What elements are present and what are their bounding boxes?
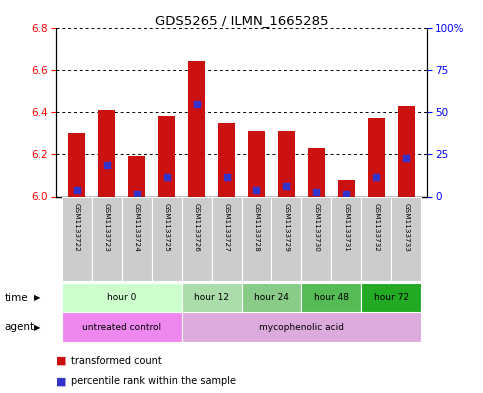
Text: hour 72: hour 72 — [374, 293, 409, 302]
Bar — [98, 110, 115, 196]
Text: percentile rank within the sample: percentile rank within the sample — [71, 376, 237, 386]
Point — [253, 187, 260, 193]
Bar — [182, 312, 422, 342]
Text: GSM1133733: GSM1133733 — [403, 203, 410, 252]
Text: GSM1133727: GSM1133727 — [224, 203, 229, 252]
Bar — [271, 196, 301, 281]
Text: mycophenolic acid: mycophenolic acid — [259, 323, 344, 332]
Bar — [182, 283, 242, 312]
Point — [133, 191, 141, 198]
Text: hour 0: hour 0 — [107, 293, 136, 302]
Text: hour 24: hour 24 — [254, 293, 289, 302]
Point — [223, 174, 230, 181]
Text: GSM1133725: GSM1133725 — [164, 203, 170, 252]
Text: GSM1133732: GSM1133732 — [373, 203, 380, 252]
Text: hour 12: hour 12 — [194, 293, 229, 302]
Bar — [308, 148, 325, 196]
Text: GSM1133724: GSM1133724 — [133, 203, 140, 252]
Bar — [398, 106, 415, 196]
Point — [342, 191, 350, 198]
Bar — [361, 283, 422, 312]
Bar — [338, 180, 355, 196]
Bar — [122, 196, 152, 281]
Bar — [278, 131, 295, 196]
Text: GSM1133731: GSM1133731 — [343, 203, 350, 252]
Text: GSM1133723: GSM1133723 — [103, 203, 110, 252]
Text: GSM1133726: GSM1133726 — [194, 203, 199, 252]
Text: ▶: ▶ — [34, 293, 41, 302]
Bar — [182, 196, 212, 281]
Bar — [391, 196, 422, 281]
Bar — [242, 196, 271, 281]
Bar — [242, 283, 301, 312]
Bar — [331, 196, 361, 281]
Bar — [248, 131, 265, 196]
Bar — [212, 196, 242, 281]
Text: GSM1133722: GSM1133722 — [73, 203, 80, 252]
Bar — [68, 133, 85, 196]
Bar — [92, 196, 122, 281]
Bar — [128, 156, 145, 196]
Bar — [61, 312, 182, 342]
Text: time: time — [5, 293, 28, 303]
Point — [163, 174, 170, 181]
Text: agent: agent — [5, 322, 35, 332]
Point — [283, 183, 290, 189]
Point — [313, 189, 320, 195]
Bar — [301, 283, 361, 312]
Bar — [188, 61, 205, 196]
Text: GSM1133728: GSM1133728 — [254, 203, 259, 252]
Bar — [61, 196, 92, 281]
Text: ▶: ▶ — [34, 323, 41, 332]
Point — [372, 174, 380, 181]
Bar — [61, 283, 182, 312]
Point — [103, 162, 111, 168]
Text: GSM1133729: GSM1133729 — [284, 203, 289, 252]
Bar — [368, 118, 385, 196]
Text: untreated control: untreated control — [82, 323, 161, 332]
Point — [72, 187, 80, 193]
Bar — [218, 123, 235, 196]
Text: transformed count: transformed count — [71, 356, 162, 366]
Point — [403, 155, 411, 162]
Bar — [301, 196, 331, 281]
Point — [193, 100, 200, 107]
Text: GSM1133730: GSM1133730 — [313, 203, 319, 252]
Bar — [361, 196, 391, 281]
Bar — [158, 116, 175, 196]
Text: ■: ■ — [56, 376, 66, 386]
Text: GDS5265 / ILMN_1665285: GDS5265 / ILMN_1665285 — [155, 14, 328, 27]
Text: ■: ■ — [56, 356, 66, 366]
Text: hour 48: hour 48 — [314, 293, 349, 302]
Bar — [152, 196, 182, 281]
